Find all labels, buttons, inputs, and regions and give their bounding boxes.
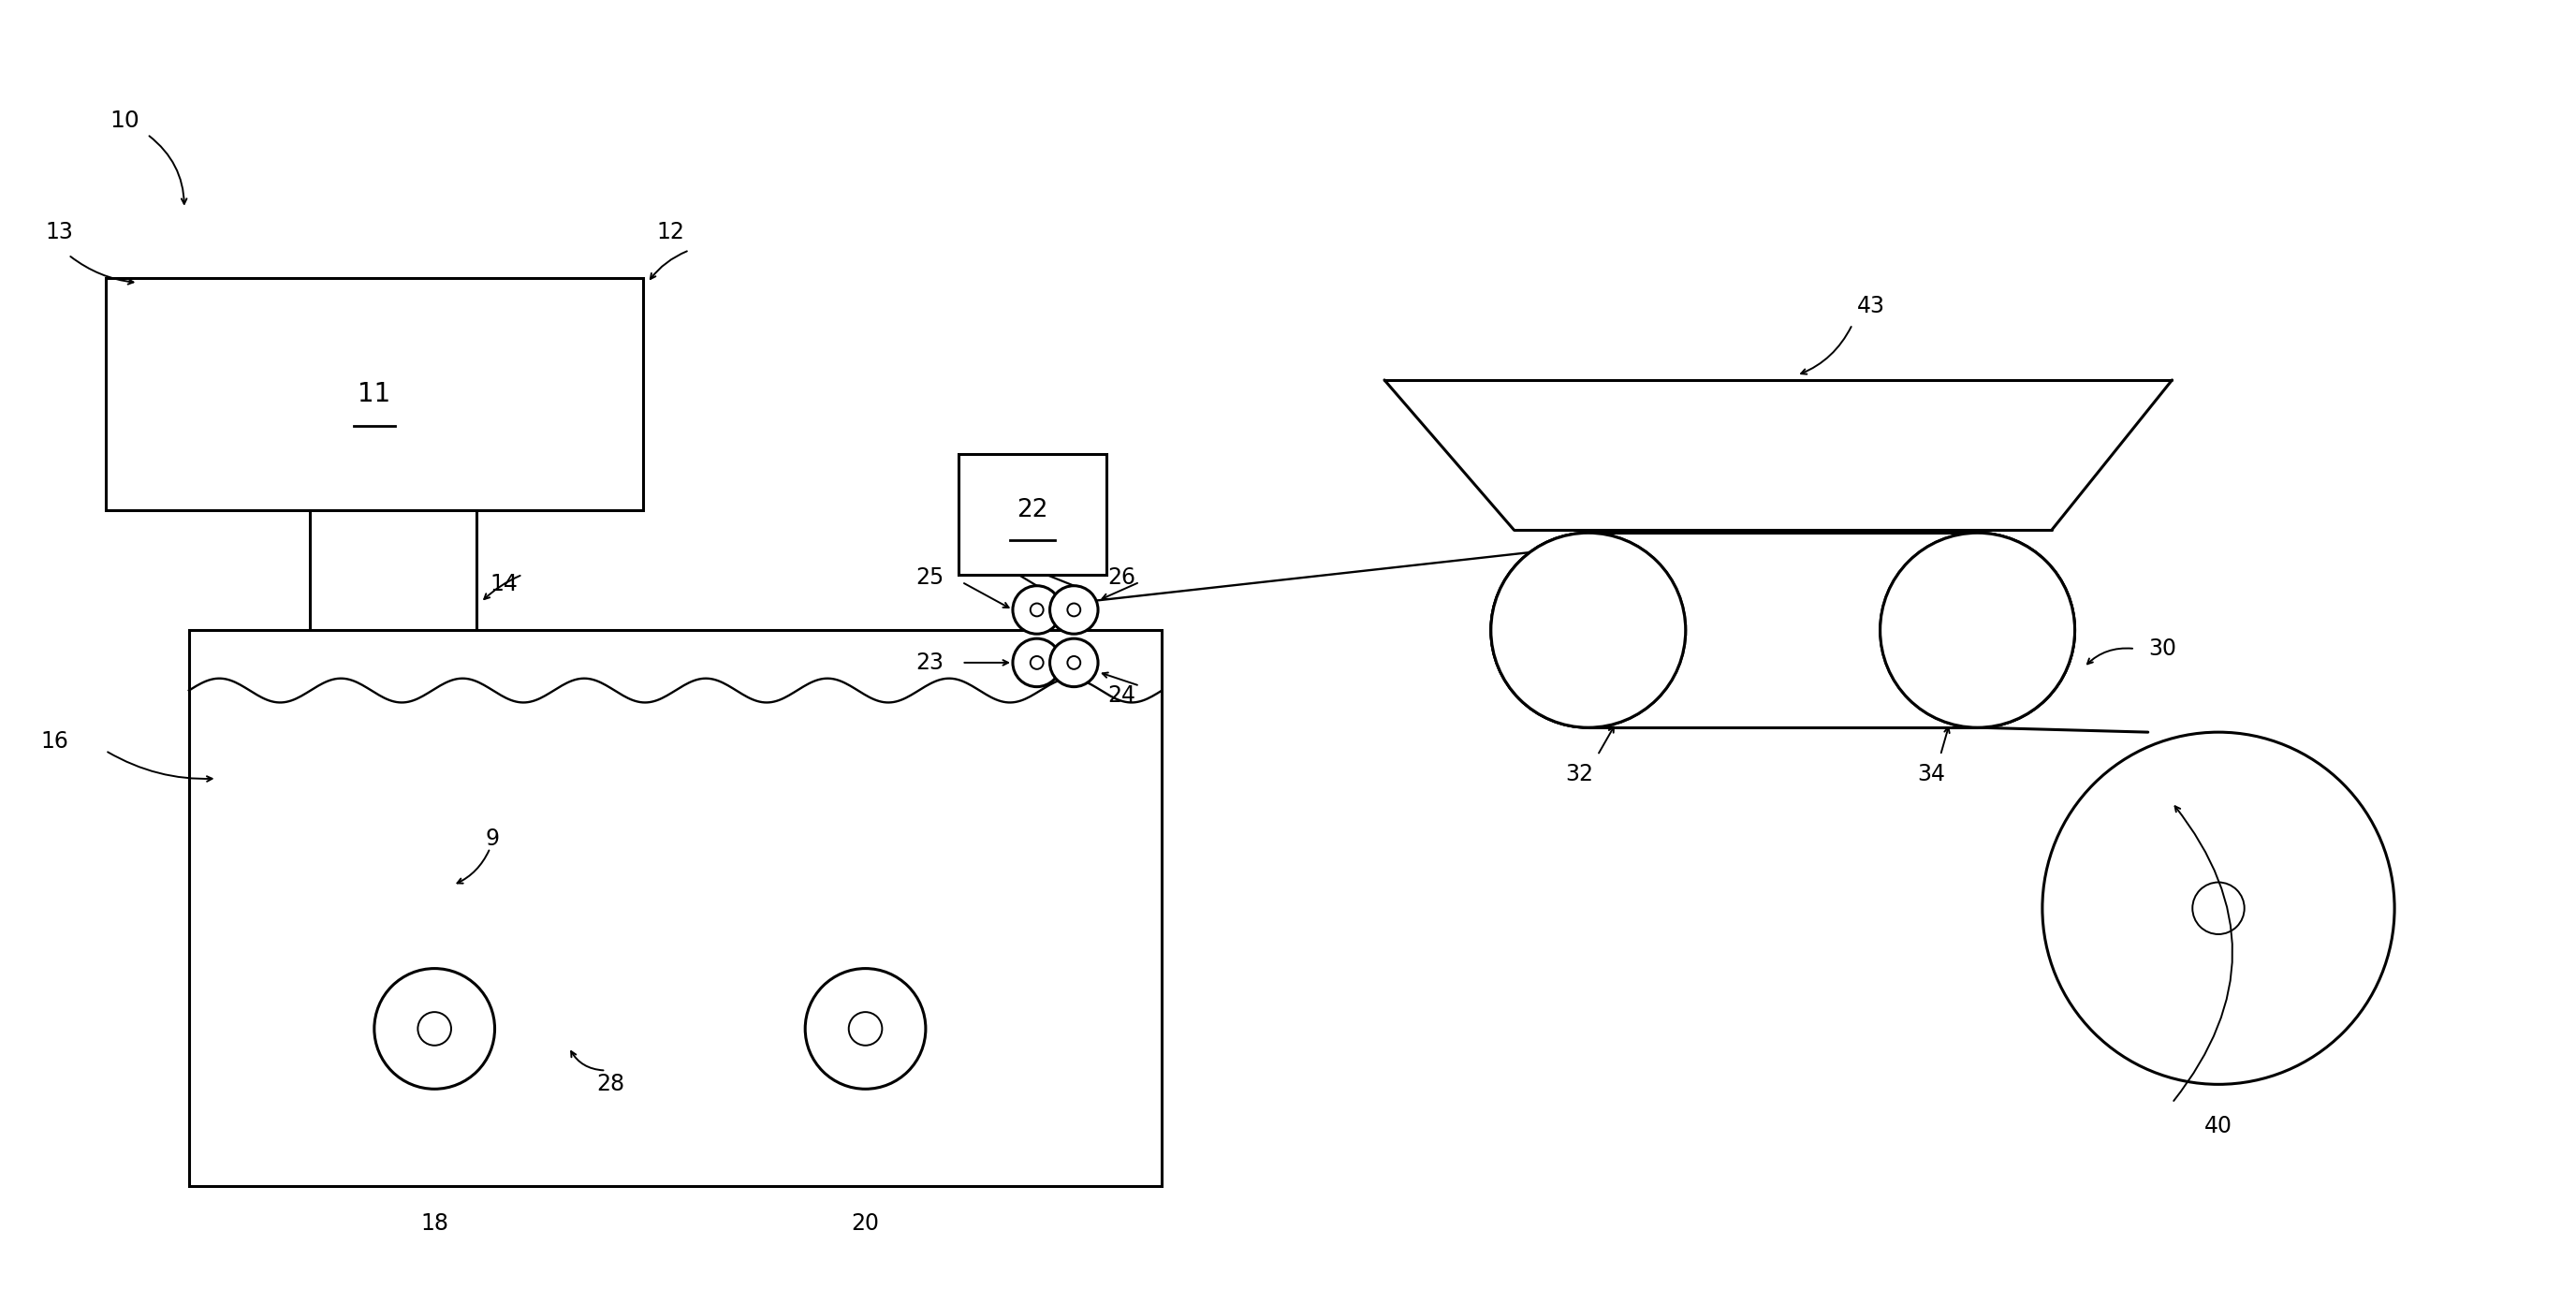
Bar (188, 630, 1162, 1187)
Text: 30: 30 (2148, 638, 2177, 660)
Text: 43: 43 (1857, 295, 1886, 317)
Text: 40: 40 (2205, 1115, 2233, 1137)
Circle shape (1012, 585, 1061, 634)
Circle shape (1880, 533, 2074, 728)
Text: 24: 24 (1108, 683, 1136, 707)
Circle shape (1066, 604, 1079, 617)
Circle shape (848, 1012, 881, 1046)
Circle shape (1030, 656, 1043, 669)
Text: 25: 25 (914, 566, 943, 588)
Bar (106, 278, 644, 510)
Circle shape (417, 1012, 451, 1046)
Circle shape (1012, 639, 1061, 687)
Circle shape (806, 969, 925, 1089)
Text: 23: 23 (914, 652, 943, 674)
Text: 13: 13 (46, 220, 72, 243)
Text: 10: 10 (111, 110, 139, 132)
Bar (958, 454, 1105, 575)
Circle shape (1880, 533, 2074, 728)
Circle shape (1492, 533, 1685, 728)
Circle shape (1051, 639, 1097, 687)
Circle shape (2192, 883, 2244, 934)
Text: 12: 12 (657, 220, 685, 243)
Text: 26: 26 (1108, 566, 1136, 588)
Circle shape (2043, 732, 2396, 1085)
Text: 11: 11 (358, 381, 392, 407)
Text: 32: 32 (1566, 763, 1592, 785)
Circle shape (1066, 656, 1079, 669)
Text: 22: 22 (1018, 498, 1048, 522)
Text: 16: 16 (41, 730, 70, 752)
Text: 34: 34 (1917, 763, 1945, 785)
Circle shape (374, 969, 495, 1089)
Text: 28: 28 (598, 1073, 626, 1095)
Circle shape (1051, 585, 1097, 634)
Text: 20: 20 (853, 1213, 878, 1235)
Text: 9: 9 (484, 828, 500, 850)
Circle shape (1492, 533, 1685, 728)
Circle shape (1030, 604, 1043, 617)
Text: 14: 14 (489, 572, 518, 595)
Bar (309, 510, 477, 695)
Text: 18: 18 (420, 1213, 448, 1235)
